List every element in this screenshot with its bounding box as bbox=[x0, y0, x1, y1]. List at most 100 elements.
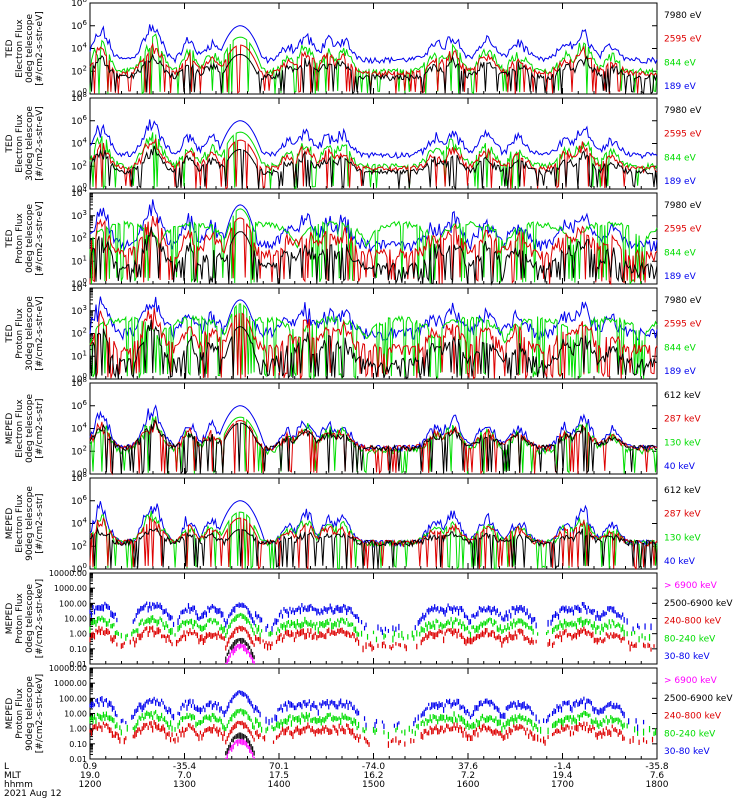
y-tick-label: 104 bbox=[71, 137, 87, 150]
panel-3: 100 101 102 103 104 TED Proton Flux 0deg telesc… bbox=[5, 186, 702, 290]
legend-entry: 2595 eV bbox=[664, 225, 702, 235]
y-axis-title-line: MEPED bbox=[5, 603, 15, 635]
footer-row-label: hhmm bbox=[4, 780, 33, 790]
series-trace bbox=[89, 404, 658, 453]
x-tick-label: 1400 bbox=[268, 780, 291, 790]
series-trace bbox=[89, 625, 655, 653]
plot-frame bbox=[89, 667, 658, 760]
series-trace bbox=[225, 738, 255, 759]
series-trace bbox=[89, 296, 658, 341]
y-tick-label: 100.00 bbox=[59, 694, 87, 703]
y-tick-label: 106 bbox=[71, 19, 87, 32]
y-axis-title-line: Proton Flux bbox=[15, 688, 25, 739]
legend-entry: 240-800 keV bbox=[664, 712, 722, 722]
series-trace bbox=[89, 500, 658, 549]
y-axis-title-line: MEPED bbox=[5, 508, 15, 540]
legend-entry: 40 keV bbox=[664, 462, 696, 472]
footer-row-label: 2021 Aug 12 bbox=[4, 789, 62, 799]
x-tick-label: 7.0 bbox=[177, 771, 192, 781]
legend-entry: 844 eV bbox=[664, 343, 697, 353]
panel-7: 0.01 0.10 1.00 10.00 100.00 1000.00 10000.00 ME… bbox=[5, 569, 733, 669]
y-axis-title-line: 0deg telescope bbox=[25, 394, 35, 464]
series-trace bbox=[89, 208, 658, 286]
x-tick-label: 1300 bbox=[173, 780, 196, 790]
y-tick-label: 104 bbox=[71, 422, 87, 435]
legend-entry: 2595 eV bbox=[664, 320, 702, 330]
y-axis-title-line: [#/cm2-s-str] bbox=[35, 398, 45, 458]
series-trace bbox=[89, 23, 658, 65]
series-trace bbox=[89, 420, 658, 475]
y-tick-label: 100 bbox=[71, 182, 87, 195]
y-tick-label: 100 bbox=[71, 277, 87, 290]
y-tick-label: 103 bbox=[71, 209, 87, 222]
legend-entry: 612 keV bbox=[664, 486, 701, 496]
series-trace bbox=[89, 319, 658, 380]
series-trace bbox=[89, 515, 658, 571]
y-axis-title-line: TED bbox=[5, 39, 15, 58]
x-tick-label: 1800 bbox=[646, 780, 669, 790]
y-tick-label: 10000.00 bbox=[49, 664, 87, 673]
series-trace bbox=[89, 216, 658, 286]
legend-entry: 30-80 keV bbox=[664, 652, 710, 662]
y-tick-label: 102 bbox=[71, 539, 87, 552]
y-tick-label: 1.00 bbox=[69, 630, 87, 639]
x-tick-label: -1.4 bbox=[554, 762, 572, 772]
y-tick-label: 0.01 bbox=[69, 755, 87, 764]
series-trace bbox=[89, 719, 654, 748]
y-tick-label: 1.00 bbox=[69, 725, 87, 734]
legend-entry: 189 eV bbox=[664, 82, 697, 92]
y-tick-label: 106 bbox=[71, 399, 87, 412]
legend-entry: 80-240 keV bbox=[664, 729, 716, 739]
y-tick-label: 100 bbox=[71, 562, 87, 575]
y-axis-title-line: TED bbox=[5, 134, 15, 153]
y-axis-title-line: Proton Flux bbox=[15, 593, 25, 644]
panel-5: 100 102 104 106 108 MEPED Electron Flux 0deg te… bbox=[5, 376, 701, 480]
y-axis-title-line: Electron Flux bbox=[15, 19, 25, 78]
series-trace bbox=[89, 145, 658, 191]
series-trace bbox=[89, 53, 658, 95]
y-tick-label: 10.00 bbox=[64, 615, 87, 624]
series-trace bbox=[89, 199, 658, 254]
x-tick-label: 70.1 bbox=[269, 762, 289, 772]
plot-frame bbox=[89, 572, 658, 665]
y-axis-title-line: 30deg telescope bbox=[25, 296, 35, 371]
footer-row-label: MLT bbox=[4, 771, 22, 781]
legend-entry: 189 eV bbox=[664, 272, 697, 282]
series-trace bbox=[89, 226, 658, 286]
legend-entry: > 6900 keV bbox=[664, 676, 718, 686]
plot-frame bbox=[89, 97, 658, 190]
y-axis-title-line: [#/cm2-s-str-keV] bbox=[35, 579, 45, 658]
x-tick-label: 1500 bbox=[362, 780, 385, 790]
series-trace bbox=[89, 690, 645, 732]
y-tick-label: 0.10 bbox=[69, 645, 87, 654]
legend-entry: 844 eV bbox=[664, 248, 697, 258]
y-tick-label: 102 bbox=[71, 444, 87, 457]
legend-entry: 844 eV bbox=[664, 153, 697, 163]
x-tick-label: -35.8 bbox=[645, 762, 669, 772]
legend-entry: 2500-6900 keV bbox=[664, 599, 733, 609]
legend-entry: 130 keV bbox=[664, 533, 701, 543]
legend-entry: 40 keV bbox=[664, 557, 696, 567]
y-tick-label: 100 bbox=[71, 87, 87, 100]
y-axis-title-line: [#/cm2-s-str-eV] bbox=[35, 201, 45, 276]
y-axis-title-line: [#/cm2-s-str-eV] bbox=[35, 11, 45, 86]
x-tick-label: 16.2 bbox=[363, 771, 383, 781]
y-tick-label: 1000.00 bbox=[54, 679, 87, 688]
y-tick-label: 108 bbox=[71, 471, 87, 484]
panel-6: 100 102 104 106 108 MEPED Electron Flux 90deg t… bbox=[5, 471, 701, 575]
series-trace bbox=[225, 643, 255, 664]
y-tick-label: 0.01 bbox=[69, 660, 87, 669]
legend-entry: 7980 eV bbox=[664, 296, 702, 306]
x-tick-label: 1600 bbox=[457, 780, 480, 790]
series-trace bbox=[89, 526, 658, 570]
series-trace bbox=[225, 637, 255, 663]
x-tick-label: 17.5 bbox=[269, 771, 289, 781]
y-axis-title-line: Electron Flux bbox=[15, 114, 25, 173]
y-tick-label: 102 bbox=[71, 327, 87, 340]
series-trace bbox=[89, 601, 652, 635]
y-axis-title-line: MEPED bbox=[5, 698, 15, 730]
y-axis-title-line: Electron Flux bbox=[15, 494, 25, 553]
y-axis-title-line: [#/cm2-s-str-eV] bbox=[35, 106, 45, 181]
x-tick-label: 37.6 bbox=[458, 762, 478, 772]
